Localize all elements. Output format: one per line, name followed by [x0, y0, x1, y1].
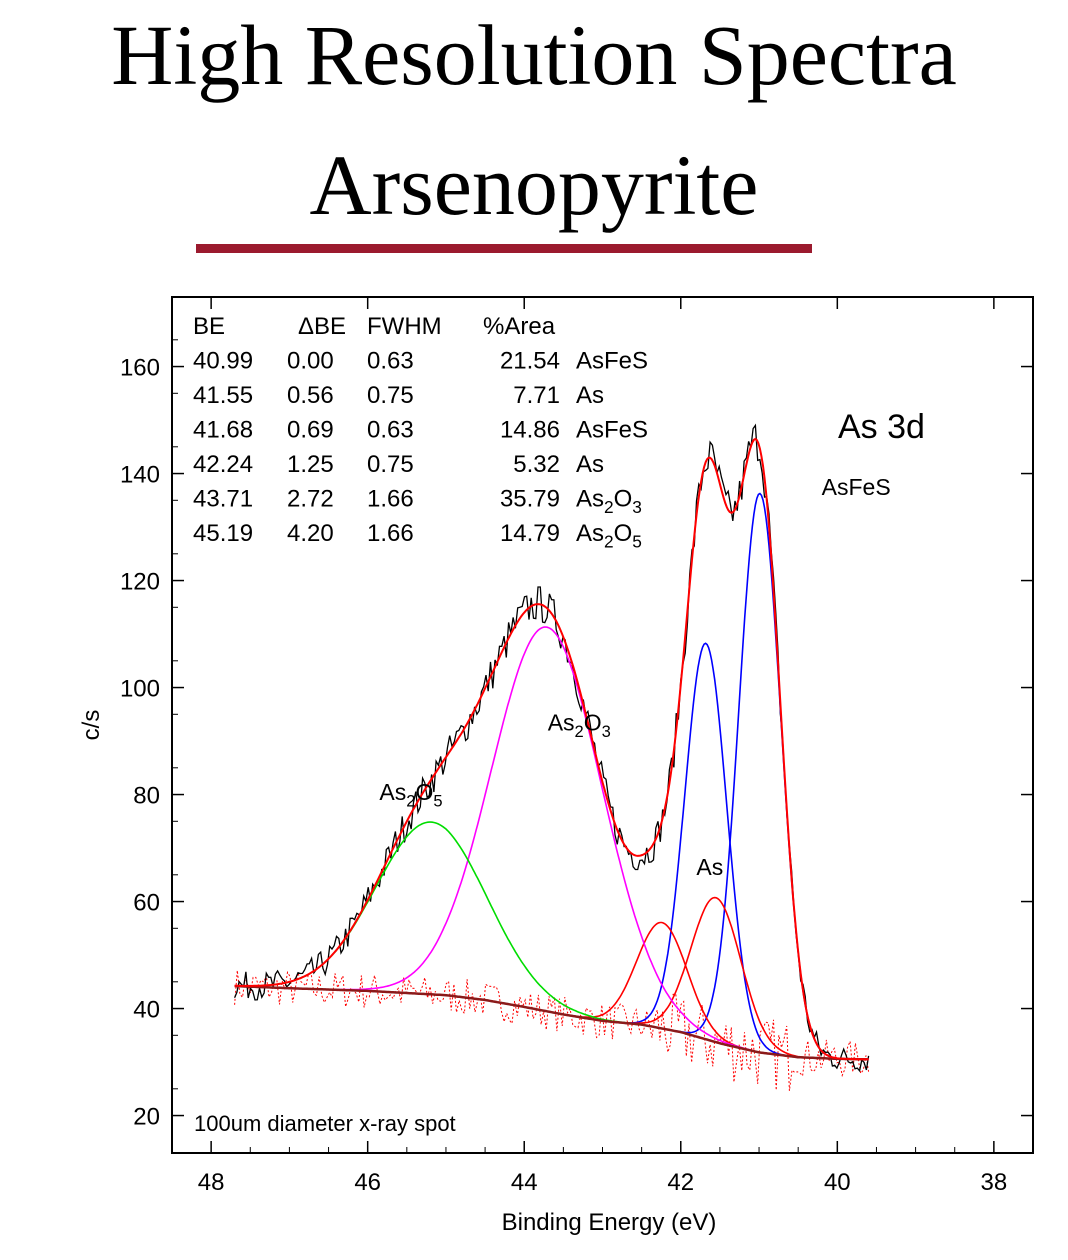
formula-part: O — [614, 486, 633, 513]
page-title: High Resolution Spectra — [111, 7, 957, 103]
x-axis-title: Binding Energy (eV) — [502, 1209, 717, 1236]
y-tick-label: 160 — [120, 355, 160, 382]
subscript: 2 — [575, 722, 584, 741]
formula-part: As — [576, 486, 604, 513]
subscript: 5 — [433, 791, 442, 810]
y-tick-label: 60 — [133, 890, 160, 917]
table-cell: 0.69 — [287, 417, 334, 444]
raw-data-curve — [234, 423, 870, 1073]
table-cell: 43.71 — [193, 486, 253, 513]
formula-part: O — [584, 709, 602, 735]
table-species: AsFeS — [576, 348, 648, 375]
table-cell: 40.99 — [193, 348, 253, 375]
table-cell: 4.20 — [287, 520, 334, 547]
formula-part: AsFeS — [576, 417, 648, 444]
y-axis-title: c/s — [78, 710, 105, 741]
component-AsFeS — [631, 492, 869, 1061]
peak-label: As — [696, 854, 723, 880]
title-underline — [196, 244, 812, 253]
y-tick-label: 80 — [133, 783, 160, 810]
table-cell: 0.63 — [367, 348, 414, 375]
component-As2O3 — [234, 626, 869, 1061]
formula-part: As — [696, 854, 723, 880]
formula-part: AsFeS — [576, 348, 648, 375]
region-label: As 3d — [838, 408, 925, 446]
background-baseline — [234, 984, 869, 1061]
table-species: As2O3 — [576, 486, 642, 518]
x-tick-label: 48 — [198, 1169, 225, 1196]
table-cell: 41.55 — [193, 382, 253, 409]
x-tick-label: 40 — [824, 1169, 851, 1196]
table-cell: 1.66 — [367, 486, 414, 513]
formula-part: As — [548, 709, 575, 735]
table-cell: 0.63 — [367, 417, 414, 444]
table-cell: 42.24 — [193, 451, 253, 478]
peak-label: AsFeS — [822, 474, 891, 500]
formula-part: As — [576, 520, 604, 547]
fit-parameter-table: BE ΔBE FWHM %Area 40.99 0.00 0.63 21.54 AsFeS 41.… — [193, 313, 648, 552]
formula-part: O — [415, 779, 433, 805]
x-tick-label: 44 — [511, 1169, 538, 1196]
axes: 48 46 44 42 40 38 20 40 60 80 100 120 140 160 — [120, 297, 1033, 1196]
table-cell: 35.79 — [500, 486, 560, 513]
footnote: 100um diameter x-ray spot — [194, 1111, 456, 1136]
table-cell: 14.79 — [500, 520, 560, 547]
table-species: As2O5 — [576, 520, 642, 552]
table-species: AsFeS — [576, 417, 648, 444]
table-cell: 2.72 — [287, 486, 334, 513]
table-species: As — [576, 382, 604, 409]
table-header: BE — [193, 313, 225, 340]
table-cell: 45.19 — [193, 520, 253, 547]
formula-part: As — [576, 451, 604, 478]
table-header: FWHM — [367, 313, 442, 340]
y-tick-label: 120 — [120, 569, 160, 596]
y-tick-label: 40 — [133, 997, 160, 1024]
subscript: 2 — [406, 791, 415, 810]
y-tick-label: 100 — [120, 676, 160, 703]
spectrum-curves — [234, 423, 870, 1091]
table-cell: 14.86 — [500, 417, 560, 444]
subscript: 3 — [632, 497, 642, 517]
table-cell: 21.54 — [500, 348, 560, 375]
table-cell: 1.66 — [367, 520, 414, 547]
table-cell: 1.25 — [287, 451, 334, 478]
fit-envelope-curve — [234, 437, 869, 1061]
formula-part: As — [576, 382, 604, 409]
table-header: %Area — [483, 313, 556, 340]
x-tick-label: 38 — [981, 1169, 1008, 1196]
subscript: 2 — [604, 497, 614, 517]
table-cell: 0.00 — [287, 348, 334, 375]
y-tick-label: 140 — [120, 462, 160, 489]
subscript: 2 — [604, 532, 614, 552]
peak-label: As2O5 — [379, 779, 442, 810]
peak-label: As2O3 — [548, 709, 611, 740]
page-subtitle: Arsenopyrite — [309, 137, 759, 233]
subscript: 5 — [632, 532, 642, 552]
table-cell: 0.56 — [287, 382, 334, 409]
table-cell: 0.75 — [367, 382, 414, 409]
formula-part: AsFeS — [822, 474, 891, 500]
table-species: As — [576, 451, 604, 478]
table-cell: 41.68 — [193, 417, 253, 444]
y-tick-label: 20 — [133, 1104, 160, 1131]
table-header: ΔBE — [298, 313, 346, 340]
formula-part: O — [614, 520, 633, 547]
formula-part: As — [379, 779, 406, 805]
table-cell: 7.71 — [513, 382, 560, 409]
table-cell: 0.75 — [367, 451, 414, 478]
subscript: 3 — [602, 722, 611, 741]
x-tick-label: 46 — [354, 1169, 381, 1196]
x-tick-label: 42 — [667, 1169, 694, 1196]
table-cell: 5.32 — [513, 451, 560, 478]
